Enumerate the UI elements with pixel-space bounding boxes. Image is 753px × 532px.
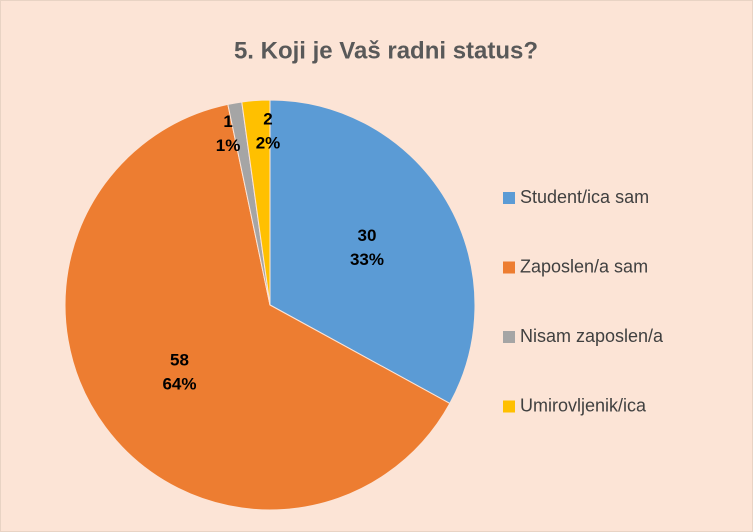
data-label: 30 (358, 226, 377, 245)
data-label: 64% (162, 375, 196, 394)
pie-slice (241, 99, 271, 306)
legend-swatch (503, 192, 515, 204)
legend-label: Nisam zaposlen/a (520, 326, 664, 346)
legend-label: Zaposlen/a sam (520, 256, 648, 276)
legend-swatch (503, 261, 515, 274)
pie-slice (64, 103, 451, 511)
chart-title: 5. Koji je Vaš radni status? (234, 37, 538, 64)
data-label: 2% (256, 134, 281, 153)
legend-swatch (503, 400, 515, 413)
legend-label: Umirovljenik/ica (520, 395, 647, 415)
data-label: 2 (263, 110, 272, 129)
legend-swatch (503, 331, 515, 343)
data-label: 33% (350, 250, 384, 269)
data-label: 58 (170, 351, 189, 370)
data-label: 1 (223, 112, 232, 131)
pie-slice (269, 99, 476, 405)
legend-label: Student/ica sam (520, 187, 649, 207)
data-label: 1% (216, 136, 241, 155)
